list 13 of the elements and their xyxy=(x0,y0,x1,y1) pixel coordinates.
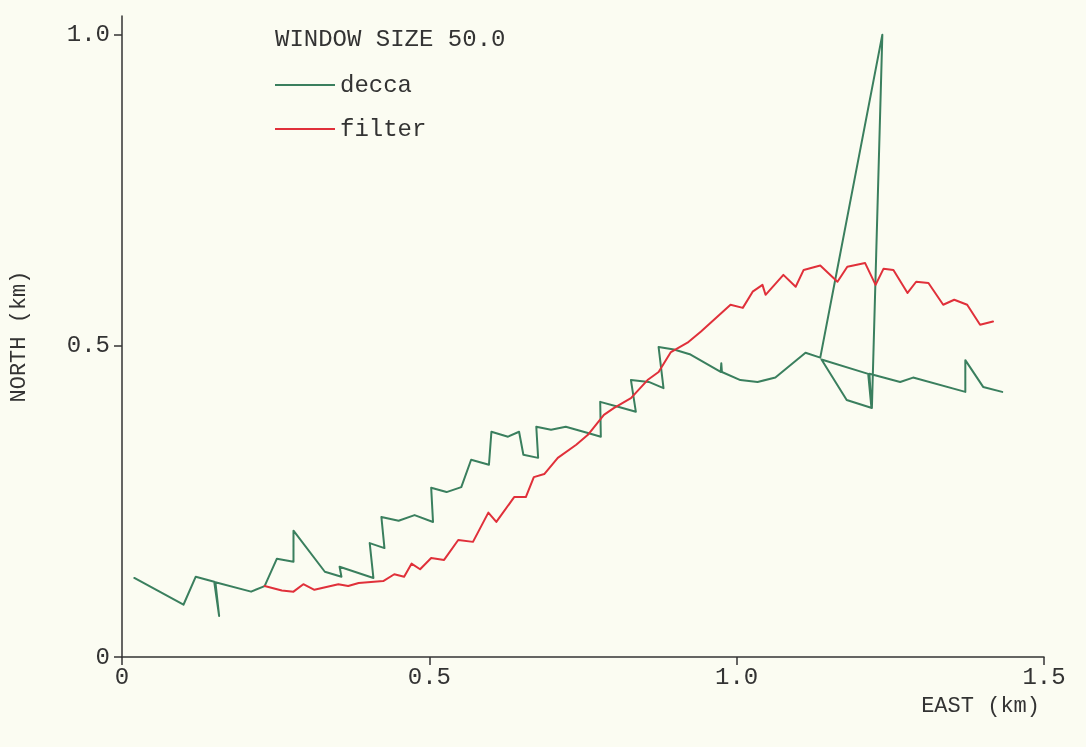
x-tick-label: 0 xyxy=(114,663,130,691)
y-tick-label: 0 xyxy=(95,643,110,671)
legend-title: WINDOW SIZE 50.0 xyxy=(275,25,506,53)
legend-label: decca xyxy=(340,71,413,99)
x-tick-label: 1.5 xyxy=(1022,663,1066,691)
x-tick-label: 0.5 xyxy=(407,663,451,691)
y-tick-label: 1.0 xyxy=(66,21,110,49)
legend-label: filter xyxy=(340,115,427,143)
x-axis-title: EAST (km) xyxy=(921,693,1040,719)
y-axis-title: NORTH (km) xyxy=(6,270,32,403)
line-series xyxy=(263,262,994,593)
x-tick-label: 1.0 xyxy=(715,663,759,691)
y-tick-label: 0.5 xyxy=(66,332,110,360)
